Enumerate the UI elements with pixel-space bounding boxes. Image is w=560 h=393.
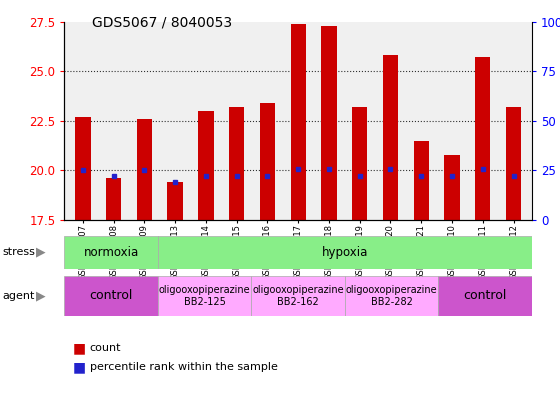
Text: hypoxia: hypoxia (322, 246, 368, 259)
Text: control: control (464, 289, 507, 302)
Bar (444, 154, 460, 220)
Text: percentile rank within the sample: percentile rank within the sample (90, 362, 277, 373)
Text: oligooxopiperazine
BB2-282: oligooxopiperazine BB2-282 (346, 285, 437, 307)
Bar (291, 24, 306, 220)
Bar (251, 276, 345, 316)
Bar (321, 26, 337, 220)
Bar (475, 57, 491, 220)
Text: oligooxopiperazine
BB2-162: oligooxopiperazine BB2-162 (253, 285, 344, 307)
Bar (345, 276, 438, 316)
Bar (75, 117, 91, 220)
Bar (64, 276, 158, 316)
Text: GDS5067 / 8040053: GDS5067 / 8040053 (92, 16, 232, 30)
Bar (198, 111, 213, 220)
Bar (158, 276, 251, 316)
Text: control: control (90, 289, 133, 302)
Text: ▶: ▶ (35, 289, 45, 302)
Text: stress: stress (3, 247, 36, 257)
Text: normoxia: normoxia (83, 246, 139, 259)
Text: ■: ■ (73, 360, 86, 375)
Text: ■: ■ (73, 341, 86, 355)
Bar (158, 236, 532, 269)
Bar (260, 103, 275, 220)
Bar (229, 107, 244, 220)
Bar (352, 107, 367, 220)
Text: agent: agent (3, 290, 35, 301)
Bar (64, 236, 158, 269)
Bar (438, 276, 532, 316)
Bar (137, 119, 152, 220)
Bar (106, 178, 122, 220)
Bar (383, 55, 398, 220)
Bar (167, 182, 183, 220)
Text: ▶: ▶ (35, 246, 45, 259)
Bar (506, 107, 521, 220)
Text: count: count (90, 343, 121, 353)
Bar (414, 141, 429, 220)
Text: oligooxopiperazine
BB2-125: oligooxopiperazine BB2-125 (159, 285, 250, 307)
